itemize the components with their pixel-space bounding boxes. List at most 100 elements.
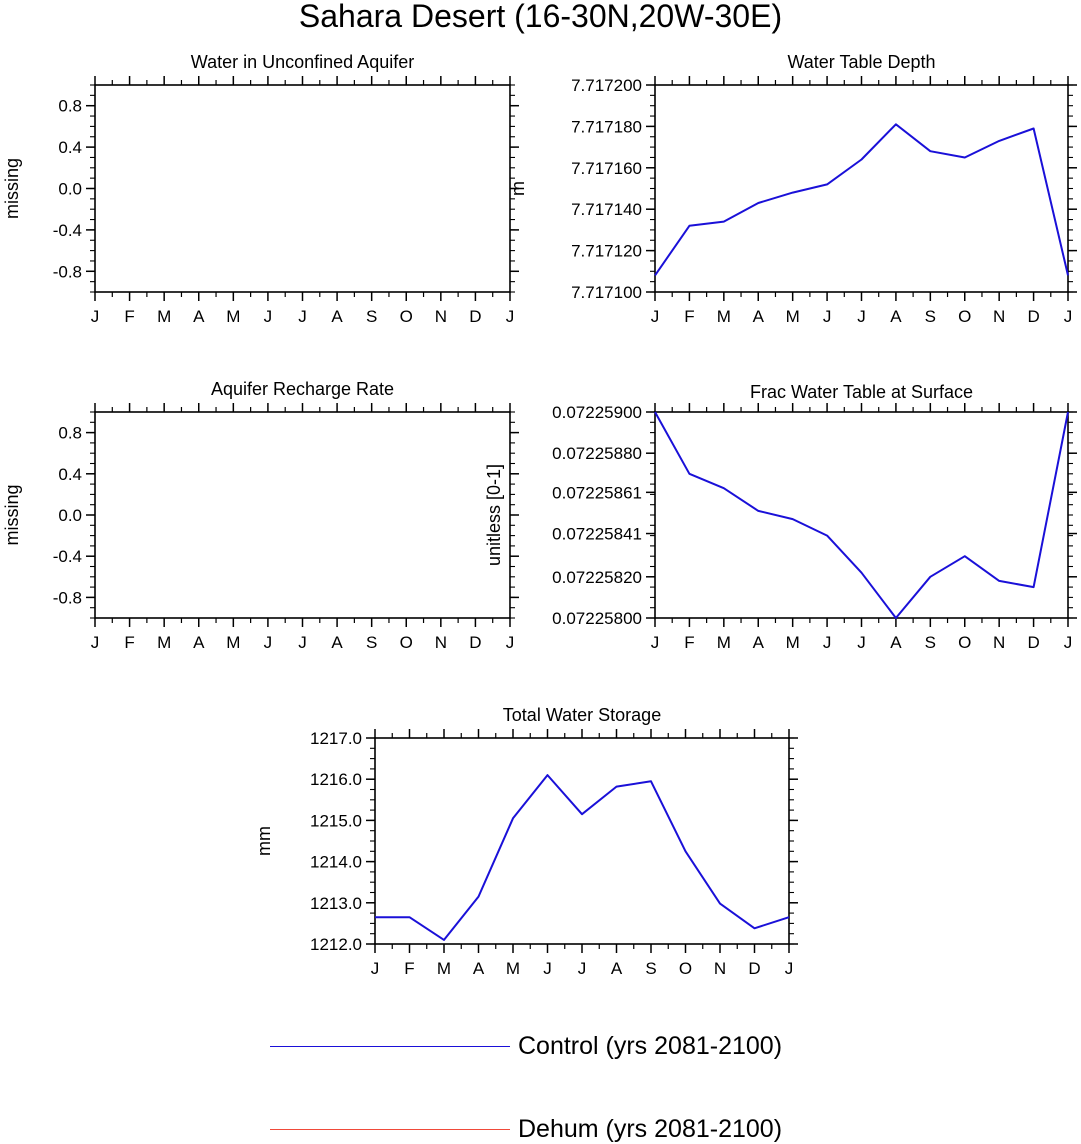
panel-title: Water in Unconfined Aquifer xyxy=(191,52,414,72)
y-axis-label: missing xyxy=(2,158,22,219)
y-tick-label: 0.0 xyxy=(58,180,82,199)
y-tick-label: 0.07225841 xyxy=(552,525,642,544)
x-tick-label: D xyxy=(1027,307,1039,326)
y-tick-label: -0.8 xyxy=(53,588,82,607)
x-tick-label: M xyxy=(786,633,800,652)
x-tick-label: A xyxy=(890,307,902,326)
x-tick-label: M xyxy=(226,307,240,326)
x-tick-label: J xyxy=(651,633,660,652)
chart-panel-1: J F M A M J J A S O N D J 0.8 0.4 0.0 -0.4 -0.8 Water in U… xyxy=(2,52,519,326)
x-tick-label: J xyxy=(298,633,307,652)
y-axis-label: m xyxy=(508,181,528,196)
y-axis-label: unitless [0-1] xyxy=(484,464,504,566)
x-tick-label: S xyxy=(366,633,377,652)
x-tick-label: F xyxy=(684,307,694,326)
x-tick-label: J xyxy=(823,307,832,326)
y-tick-label: 0.4 xyxy=(58,138,82,157)
chart-panel-4: J F M A M J J A S O N D J 0.07225900 0.07225880 0.07225… xyxy=(484,382,1077,652)
x-tick-label: D xyxy=(748,959,760,978)
x-tick-label: A xyxy=(331,633,343,652)
x-tick-label: A xyxy=(193,307,205,326)
x-tick-label: A xyxy=(753,633,765,652)
x-tick-label: A xyxy=(611,959,623,978)
y-tick-label: 0.8 xyxy=(58,424,82,443)
x-tick-label: J xyxy=(506,633,515,652)
x-tick-label: O xyxy=(400,307,413,326)
x-tick-label: J xyxy=(91,633,100,652)
y-tick-label: 1213.0 xyxy=(310,894,362,913)
x-tick-label: O xyxy=(958,633,971,652)
y-tick-label: 7.717160 xyxy=(571,159,642,178)
y-tick-label: 0.07225861 xyxy=(552,483,642,502)
y-tick-label: -0.4 xyxy=(53,547,82,566)
x-tick-label: O xyxy=(679,959,692,978)
x-tick-label: J xyxy=(264,633,273,652)
y-tick-label: 0.4 xyxy=(58,465,82,484)
x-tick-label: N xyxy=(435,307,447,326)
y-tick-label: 0.0 xyxy=(58,506,82,525)
y-tick-label: 7.717180 xyxy=(571,117,642,136)
x-tick-label: F xyxy=(124,307,134,326)
y-tick-label: -0.8 xyxy=(53,262,82,281)
x-tick-label: J xyxy=(264,307,273,326)
x-tick-label: J xyxy=(91,307,100,326)
x-tick-label: A xyxy=(890,633,902,652)
x-tick-label: M xyxy=(717,633,731,652)
chart-panel-3: J F M A M J J A S O N D J 0.8 0.4 0.0 -0.4 -0.8 Aquifer Re… xyxy=(2,379,519,652)
y-axis-label: missing xyxy=(2,484,22,545)
chart-panel-2: J F M A M J J A S O N D J 7.717200 7.717180 7.717160 7.7… xyxy=(508,52,1077,326)
x-tick-label: A xyxy=(193,633,205,652)
x-tick-label: S xyxy=(366,307,377,326)
x-tick-label: A xyxy=(331,307,343,326)
x-tick-label: M xyxy=(506,959,520,978)
x-tick-label: F xyxy=(684,633,694,652)
x-tick-label: M xyxy=(786,307,800,326)
x-tick-label: M xyxy=(226,633,240,652)
figure-title: Sahara Desert (16-30N,20W-30E) xyxy=(298,0,783,34)
x-tick-label: S xyxy=(925,633,936,652)
plot-frame xyxy=(94,411,511,619)
series-line-control xyxy=(654,411,1069,619)
x-tick-label: M xyxy=(717,307,731,326)
x-tick-label: J xyxy=(785,959,794,978)
x-tick-label: F xyxy=(404,959,414,978)
plot-frame xyxy=(654,411,1069,619)
y-tick-label: 0.07225820 xyxy=(552,568,642,587)
x-tick-label: D xyxy=(1027,633,1039,652)
y-tick-label: 7.717200 xyxy=(571,76,642,95)
x-tick-label: O xyxy=(958,307,971,326)
y-tick-label: 7.717100 xyxy=(571,283,642,302)
plot-frame xyxy=(654,84,1069,293)
x-tick-label: N xyxy=(993,633,1005,652)
x-tick-label: A xyxy=(473,959,485,978)
x-tick-label: J xyxy=(651,307,660,326)
y-tick-label: 1212.0 xyxy=(310,935,362,954)
series-line-control xyxy=(375,774,790,941)
x-tick-label: N xyxy=(714,959,726,978)
x-tick-label: M xyxy=(157,633,171,652)
y-tick-label: 0.07225880 xyxy=(552,444,642,463)
x-tick-label: J xyxy=(823,633,832,652)
x-tick-label: D xyxy=(469,307,481,326)
y-tick-label: 7.717140 xyxy=(571,200,642,219)
x-tick-label: M xyxy=(157,307,171,326)
x-tick-label: J xyxy=(857,633,866,652)
plot-frame xyxy=(374,737,790,945)
y-tick-label: 0.07225900 xyxy=(552,403,642,422)
panel-title: Total Water Storage xyxy=(503,705,661,725)
panel-title: Frac Water Table at Surface xyxy=(750,382,973,402)
y-tick-label: 7.717120 xyxy=(571,242,642,261)
x-tick-label: O xyxy=(400,633,413,652)
y-tick-label: 1216.0 xyxy=(310,770,362,789)
y-tick-label: 0.07225800 xyxy=(552,609,642,628)
x-tick-label: J xyxy=(1064,633,1073,652)
x-tick-label: D xyxy=(469,633,481,652)
y-tick-label: 0.8 xyxy=(58,97,82,116)
x-tick-label: J xyxy=(578,959,587,978)
x-tick-label: J xyxy=(506,307,515,326)
series-line-control xyxy=(654,123,1069,276)
y-tick-label: 1217.0 xyxy=(310,729,362,748)
x-tick-label: N xyxy=(435,633,447,652)
